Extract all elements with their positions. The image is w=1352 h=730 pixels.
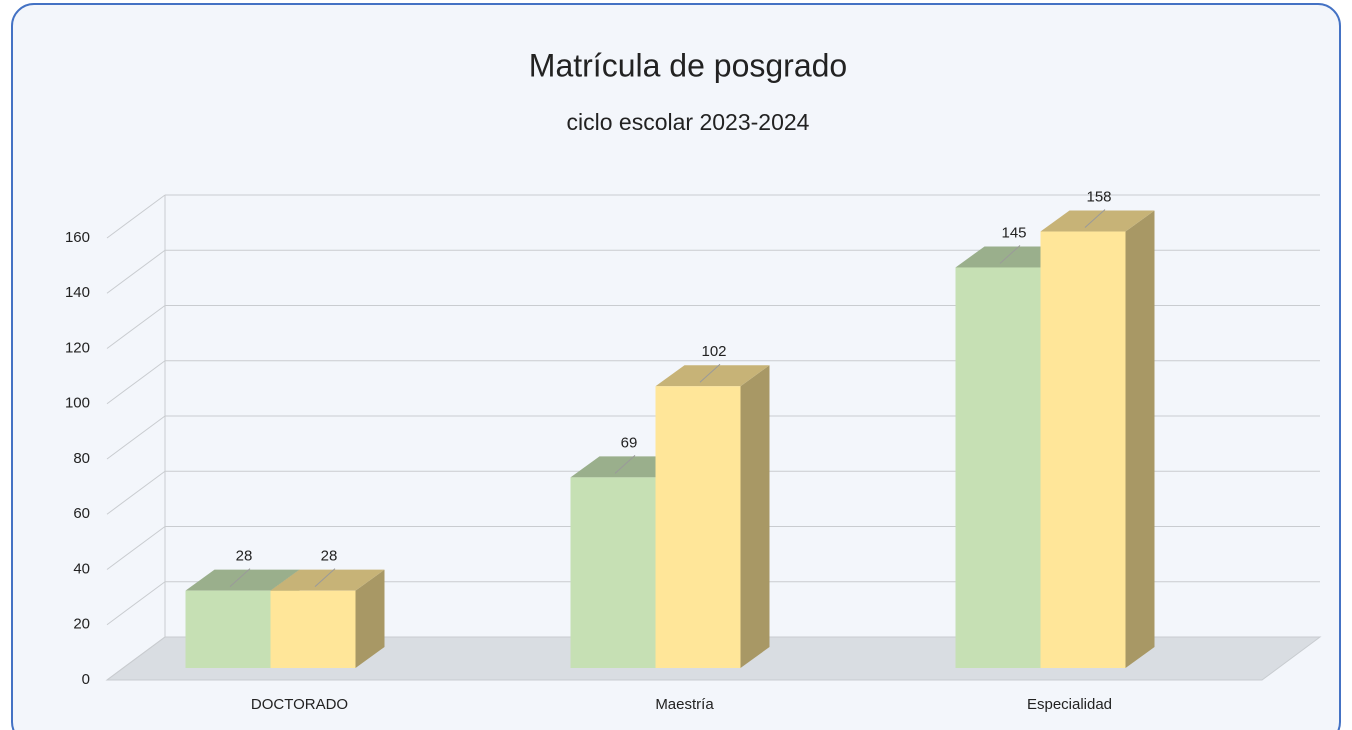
bar [955, 267, 1041, 668]
chart-subtitle: ciclo escolar 2023-2024 [567, 109, 810, 135]
label-leader [999, 245, 1021, 264]
y-tick-label: 120 [65, 339, 90, 356]
bar-side [355, 569, 385, 668]
bar [570, 477, 656, 668]
bar [270, 590, 356, 668]
bar [1040, 231, 1126, 668]
grid-line [106, 581, 166, 626]
y-tick-label: 160 [65, 229, 90, 246]
grid-line [106, 194, 166, 239]
bar-top [1040, 210, 1155, 232]
y-tick-label: 40 [73, 560, 90, 577]
grid-line [106, 360, 166, 405]
label-leader [1084, 209, 1106, 228]
chart-title: Matrícula de posgrado [529, 47, 847, 83]
y-tick-label: 60 [73, 505, 90, 522]
grid-line [106, 470, 166, 515]
x-tick-label: DOCTORADO [251, 696, 348, 713]
label-leader [314, 568, 336, 588]
y-tick-label: 100 [65, 395, 90, 412]
data-label: 28 [321, 548, 338, 565]
y-tick-label: 80 [73, 450, 90, 467]
label-leader [229, 568, 251, 588]
bar-side [740, 365, 770, 668]
grid-line [106, 249, 166, 294]
label-leader [614, 455, 636, 474]
grid-line [106, 415, 166, 460]
data-label: 158 [1086, 188, 1111, 205]
bar-side [1125, 210, 1155, 668]
bar [655, 386, 741, 668]
bar-top [185, 569, 300, 591]
y-tick-label: 20 [73, 616, 90, 633]
grid-line [106, 636, 166, 681]
data-label: 145 [1001, 224, 1026, 241]
bar-top [655, 365, 770, 387]
grid-line [106, 526, 166, 570]
bar-top [270, 569, 385, 591]
x-tick-label: Maestría [655, 696, 714, 713]
data-label: 28 [236, 548, 253, 565]
grid-line [106, 305, 166, 349]
y-tick-label: 0 [82, 671, 90, 688]
bar [185, 590, 271, 668]
data-label: 102 [701, 343, 726, 360]
y-tick-label: 140 [65, 284, 90, 301]
label-leader [699, 363, 721, 383]
data-label: 69 [621, 434, 638, 451]
x-tick-label: Especialidad [1027, 696, 1112, 713]
